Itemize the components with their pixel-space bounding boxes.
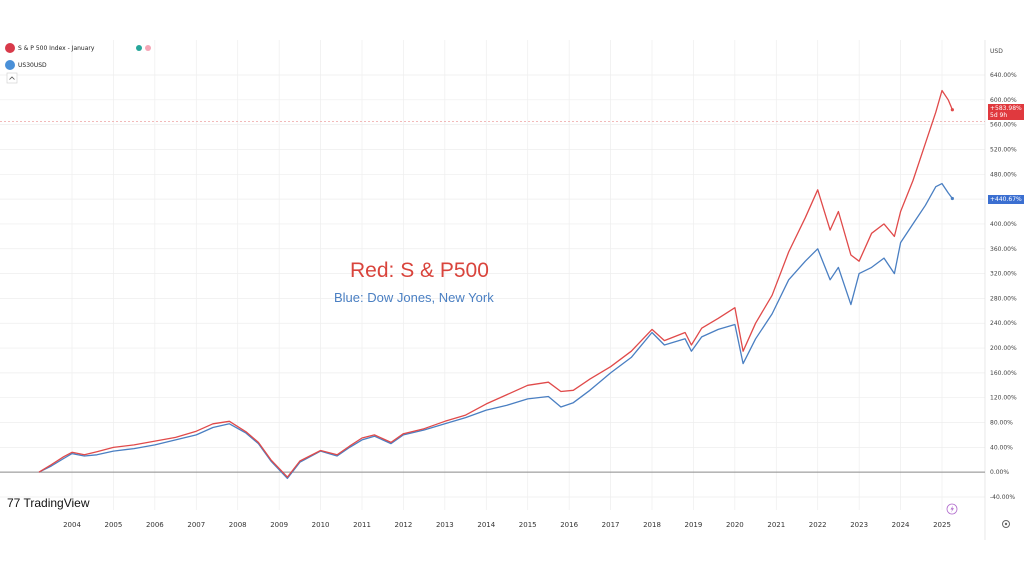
x-tick-label: 2004 (63, 521, 81, 529)
x-tick-label: 2011 (353, 521, 371, 529)
indicator-toggle[interactable] (136, 45, 151, 51)
x-tick-label: 2016 (560, 521, 578, 529)
y-tick-label: 240.00% (990, 320, 1017, 327)
y-tick-label: 560.00% (990, 122, 1017, 129)
x-tick-label: 2007 (187, 521, 205, 529)
x-tick-label: 2015 (519, 521, 537, 529)
x-tick-label: 2021 (767, 521, 785, 529)
pink-dot-icon (145, 45, 151, 51)
legend-item-dow[interactable]: US30USD (5, 60, 47, 70)
y-tick-label: 200.00% (990, 345, 1017, 352)
x-tick-label: 2022 (809, 521, 827, 529)
x-tick-label: 2019 (685, 521, 703, 529)
x-tick-label: 2025 (933, 521, 951, 529)
x-tick-label: 2009 (270, 521, 288, 529)
annotation-red: Red: S & P500 (350, 259, 489, 282)
sp500-symbol-icon (5, 43, 15, 53)
x-tick-label: 2006 (146, 521, 164, 529)
series-line-dow[interactable] (38, 182, 953, 480)
y-tick-label: 400.00% (990, 221, 1017, 228)
lightning-icon[interactable] (946, 503, 958, 515)
y-tick-label: 280.00% (990, 295, 1017, 302)
legend-label-sp500: S & P 500 Index - January (18, 44, 95, 52)
x-tick-label: 2010 (312, 521, 330, 529)
sp500-last-point (950, 108, 954, 112)
y-tick-label: 640.00% (990, 72, 1017, 79)
x-tick-label: 2012 (395, 521, 413, 529)
y-tick-label: 40.00% (990, 444, 1013, 451)
y-tick-label: 520.00% (990, 146, 1017, 153)
annotation-blue: Blue: Dow Jones, New York (334, 290, 494, 305)
chart-grid (0, 40, 986, 540)
y-tick-label: 80.00% (990, 420, 1013, 427)
collapse-chevron-icon[interactable] (6, 72, 18, 84)
legend-item-sp500[interactable]: S & P 500 Index - January (5, 43, 94, 53)
dow-last-point (950, 196, 954, 201)
x-tick-label: 2024 (892, 521, 910, 529)
green-dot-icon (136, 45, 142, 51)
currency-label[interactable]: USD (990, 48, 1003, 55)
sp500-value-tag: +583.98% 5d 9h (988, 103, 1024, 120)
x-tick-label: 2020 (726, 521, 744, 529)
dow-symbol-icon (5, 60, 15, 70)
y-tick-label: 480.00% (990, 171, 1017, 178)
x-tick-label: 2014 (477, 521, 495, 529)
settings-gear-icon[interactable] (1002, 520, 1010, 528)
x-tick-label: 2008 (229, 521, 247, 529)
x-axis[interactable]: 2004 2005 2006 2007 2008 2009 2010 2011 2012 2013… (63, 521, 951, 529)
y-tick-label: 360.00% (990, 246, 1017, 253)
series-layer (38, 89, 954, 480)
y-tick-label: 600.00% (990, 97, 1017, 104)
y-tick-label: 160.00% (990, 370, 1017, 377)
sp500-countdown-text: 5d 9h (990, 111, 1008, 119)
x-tick-label: 2017 (602, 521, 620, 529)
dow-value-tag: +440.67% (988, 194, 1024, 204)
x-tick-label: 2013 (436, 521, 454, 529)
y-tick-label: 0.00% (990, 469, 1009, 476)
series-line-sp500[interactable] (38, 89, 953, 478)
x-tick-label: 2023 (850, 521, 868, 529)
dow-value-text: +440.67% (990, 195, 1022, 203)
y-tick-label: -40.00% (990, 494, 1015, 501)
x-tick-label: 2005 (105, 521, 123, 529)
y-tick-label: 120.00% (990, 395, 1017, 402)
y-tick-label: 320.00% (990, 271, 1017, 278)
x-tick-label: 2018 (643, 521, 661, 529)
sp500-value-text: +583.98% (990, 104, 1022, 112)
legend-label-dow: US30USD (18, 61, 47, 69)
y-axis[interactable]: 640.00%600.00%560.00%520.00%480.00%440.0… (990, 72, 1017, 501)
tradingview-logo[interactable]: 77 TradingView (7, 496, 90, 510)
